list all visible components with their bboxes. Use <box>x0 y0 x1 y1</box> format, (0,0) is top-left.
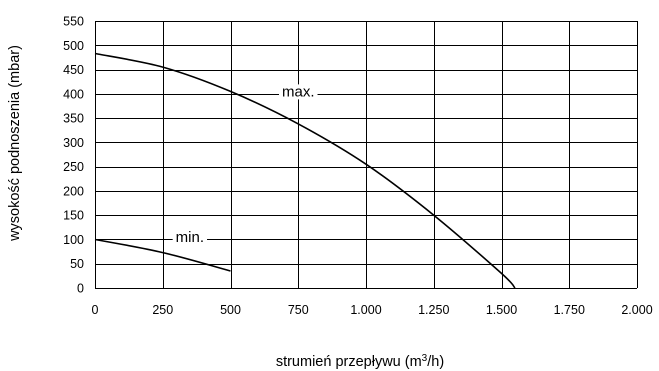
x-tick-label: 1.750 <box>554 303 585 317</box>
series-line-1 <box>94 238 231 272</box>
x-tick-labels: 0 250 500 750 1.000 1.250 1.500 1.750 2.000 <box>92 303 653 317</box>
grid <box>95 21 638 289</box>
y-tick-labels: 0 50 100 150 200 250 300 350 400 450 500 550 <box>63 15 84 296</box>
y-axis-title: wysokość podnoszenia (mbar) <box>7 45 23 242</box>
x-tick-label: 250 <box>152 303 173 317</box>
annotation-label: max. <box>282 83 315 100</box>
x-tick-label: 0 <box>92 303 99 317</box>
curve-annotations: max. min. <box>172 83 318 246</box>
curves <box>94 52 516 289</box>
annotation-1: min. <box>172 229 208 246</box>
annotation-background <box>172 230 208 246</box>
y-tick-label: 250 <box>63 160 84 174</box>
y-tick-label: 50 <box>70 257 84 271</box>
y-tick-label: 300 <box>63 136 84 150</box>
x-axis-title: strumień przepływu (m3/h) <box>276 353 444 370</box>
series-line-0 <box>94 52 516 289</box>
y-tick-label: 0 <box>77 282 84 296</box>
y-tick-label: 550 <box>63 15 84 29</box>
annotation-background <box>278 84 318 100</box>
y-tick-label: 450 <box>63 63 84 77</box>
y-tick-label: 150 <box>63 209 84 223</box>
annotation-label: min. <box>176 229 204 246</box>
x-tick-label: 500 <box>220 303 241 317</box>
x-tick-label: 2.000 <box>621 303 652 317</box>
x-tick-label: 1.000 <box>350 303 381 317</box>
x-tick-label: 1.250 <box>418 303 449 317</box>
annotation-0: max. <box>278 83 318 100</box>
y-tick-label: 350 <box>63 112 84 126</box>
y-tick-label: 200 <box>63 184 84 198</box>
y-tick-label: 400 <box>63 87 84 101</box>
x-tick-label: 1.500 <box>486 303 517 317</box>
x-tick-label: 750 <box>288 303 309 317</box>
y-tick-label: 500 <box>63 39 84 53</box>
y-tick-label: 100 <box>63 233 84 247</box>
